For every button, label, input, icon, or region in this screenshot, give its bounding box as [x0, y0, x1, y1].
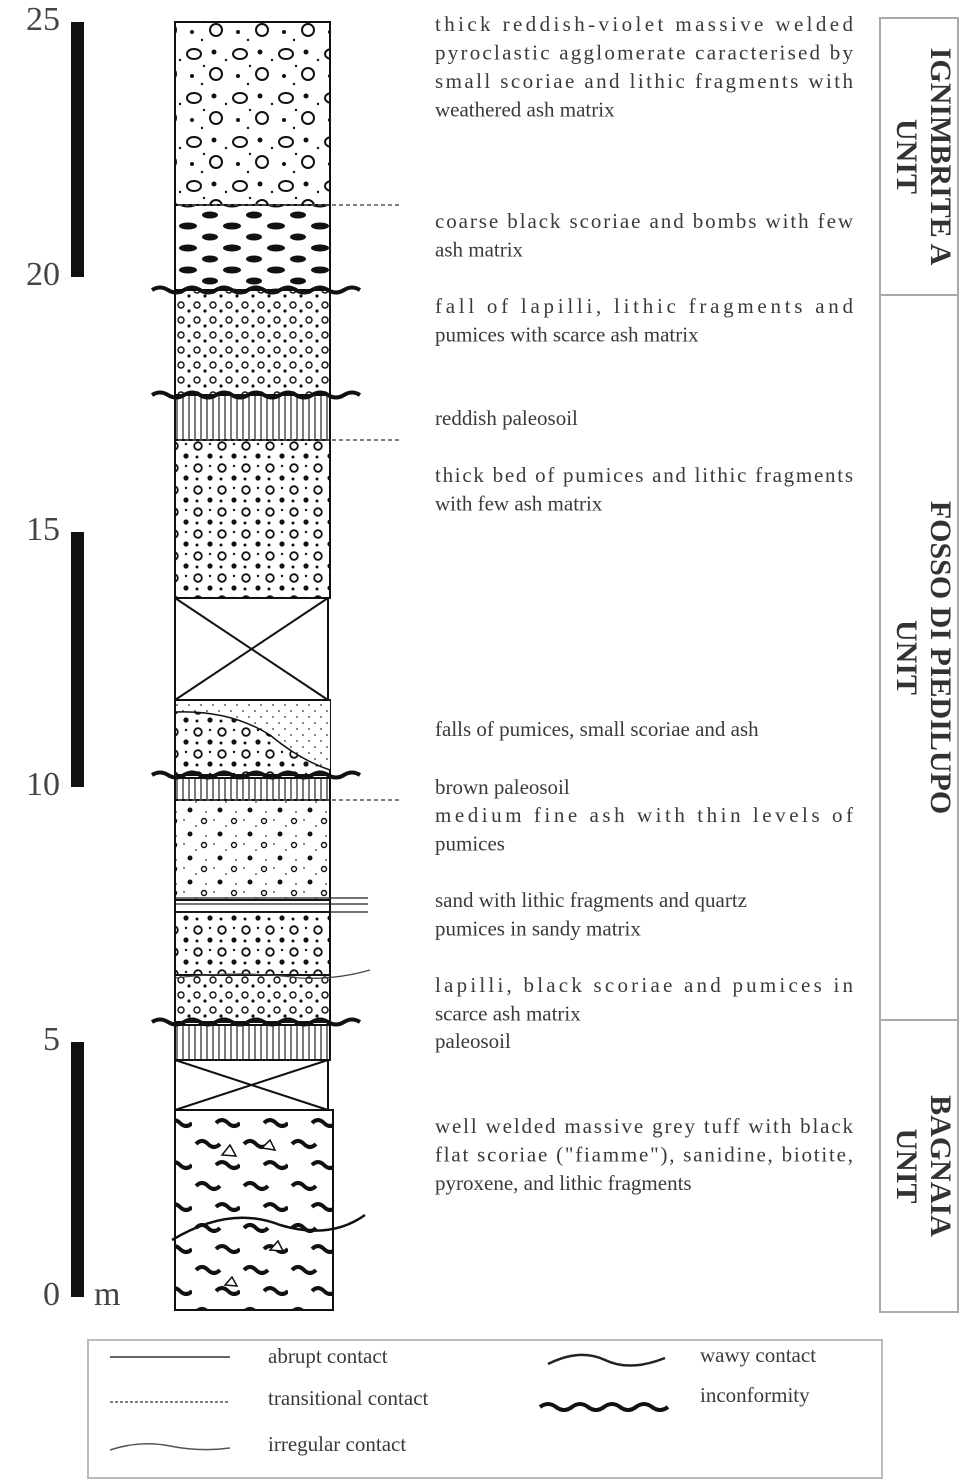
scale-label: 10 — [26, 766, 60, 803]
scale-segment — [71, 532, 84, 787]
legend-label: irregular contact — [268, 1432, 406, 1456]
scale-segment — [71, 277, 84, 532]
description-line: reddish paleosoil — [435, 406, 578, 430]
description: reddish paleosoil — [435, 406, 578, 430]
description: falls of pumices, small scoriae and ash — [435, 717, 759, 741]
description-line: falls of pumices, small scoriae and ash — [435, 717, 759, 741]
scale-label: 25 — [26, 1, 60, 38]
description-line: scarce ash matrix — [435, 1001, 581, 1025]
description: brown paleosoil — [435, 775, 570, 799]
unit-name: FOSSO DI PIEDILUPO — [924, 501, 957, 814]
legend-label: inconformity — [700, 1383, 810, 1407]
scale-unit: m — [94, 1276, 120, 1313]
description-line: pumices with scarce ash matrix — [435, 322, 699, 346]
description-line: brown paleosoil — [435, 775, 570, 799]
description-line: pumices — [435, 831, 505, 855]
unit-name: BAGNAIA — [924, 1095, 957, 1237]
description-line: medium fine ash with thin levels of — [435, 803, 853, 827]
legend-label: abrupt contact — [268, 1344, 388, 1368]
description-line: sand with lithic fragments and quartz — [435, 888, 747, 912]
description-line: pyroxene, and lithic fragments — [435, 1171, 692, 1195]
unit-label: UNIT — [890, 1128, 923, 1203]
stratigraphic-column: 0510152025mthick reddish-violet massive … — [0, 0, 965, 1481]
scale-label: 0 — [43, 1276, 60, 1313]
scale-label: 15 — [26, 511, 60, 548]
description-line: lapilli, black scoriae and pumices in — [435, 973, 854, 997]
unit-label: UNIT — [890, 119, 923, 194]
description-line: ash matrix — [435, 237, 524, 261]
description-line: with few ash matrix — [435, 491, 603, 515]
scale-segment — [71, 787, 84, 1042]
legend-label: wawy contact — [700, 1343, 816, 1367]
unit-name: IGNIMBRITE A — [924, 48, 957, 266]
description-line: paleosoil — [435, 1029, 511, 1053]
description-line: pyroclastic agglomerate caracterised by — [435, 40, 854, 64]
column — [175, 22, 333, 1310]
scale-segment — [71, 1042, 84, 1297]
unit-label: UNIT — [890, 620, 923, 695]
description-line: well welded massive grey tuff with black — [435, 1114, 854, 1138]
legend-label: transitional contact — [268, 1386, 429, 1410]
description-line: coarse black scoriae and bombs with few — [435, 209, 854, 233]
scale-label: 5 — [43, 1021, 60, 1058]
description-line: weathered ash matrix — [435, 97, 615, 121]
description-line: pumices in sandy matrix — [435, 916, 641, 940]
scale-label: 20 — [26, 256, 60, 293]
description: paleosoil — [435, 1029, 511, 1053]
scale-segment — [71, 22, 84, 277]
description-line: flat scoriae ("fiamme"), sanidine, bioti… — [435, 1142, 853, 1166]
